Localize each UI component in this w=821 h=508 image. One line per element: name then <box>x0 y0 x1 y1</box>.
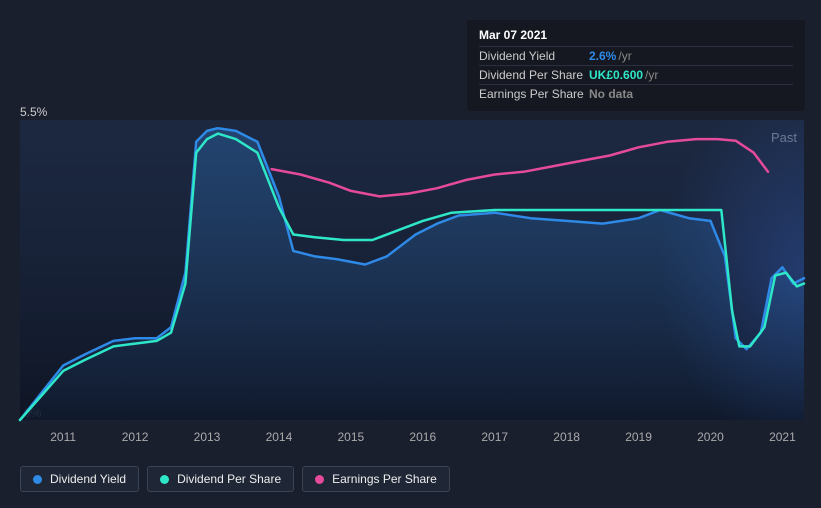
tooltip-box: Mar 07 2021 Dividend Yield 2.6% /yr Divi… <box>467 20 805 111</box>
x-tick-label: 2018 <box>553 430 580 444</box>
x-tick-label: 2017 <box>481 430 508 444</box>
x-tick-label: 2020 <box>697 430 724 444</box>
tooltip-row-eps: Earnings Per Share No data <box>479 84 793 103</box>
x-tick-label: 2014 <box>266 430 293 444</box>
tooltip-label: Dividend Per Share <box>479 68 589 82</box>
legend-item-yield[interactable]: Dividend Yield <box>20 466 139 492</box>
x-tick-label: 2015 <box>338 430 365 444</box>
x-tick-label: 2012 <box>122 430 149 444</box>
legend-label: Dividend Yield <box>50 472 126 486</box>
tooltip-label: Dividend Yield <box>479 49 589 63</box>
tooltip-value: No data <box>589 87 633 101</box>
tooltip-row-yield: Dividend Yield 2.6% /yr <box>479 46 793 65</box>
legend-dot-icon <box>315 475 324 484</box>
legend-label: Dividend Per Share <box>177 472 281 486</box>
legend-label: Earnings Per Share <box>332 472 437 486</box>
x-tick-label: 2016 <box>409 430 436 444</box>
y-axis-label-top: 5.5% <box>20 105 47 119</box>
x-axis-labels: 2011 2012 2013 2014 2015 2016 2017 2018 2019 2020… <box>20 430 804 450</box>
legend-dot-icon <box>33 475 42 484</box>
x-tick-label: 2013 <box>194 430 221 444</box>
tooltip-row-dps: Dividend Per Share UK£0.600 /yr <box>479 65 793 84</box>
tooltip-label: Earnings Per Share <box>479 87 589 101</box>
tooltip-date: Mar 07 2021 <box>479 28 793 42</box>
legend: Dividend Yield Dividend Per Share Earnin… <box>20 466 450 492</box>
tooltip-suffix: /yr <box>618 49 631 63</box>
x-tick-label: 2021 <box>769 430 796 444</box>
x-tick-label: 2019 <box>625 430 652 444</box>
x-tick-label: 2011 <box>50 430 76 444</box>
chart-plot-area[interactable] <box>20 120 804 420</box>
tooltip-suffix: /yr <box>645 68 658 82</box>
tooltip-value: UK£0.600 <box>589 68 643 82</box>
legend-item-eps[interactable]: Earnings Per Share <box>302 466 450 492</box>
legend-dot-icon <box>160 475 169 484</box>
chart-svg <box>20 120 804 420</box>
tooltip-value: 2.6% <box>589 49 616 63</box>
legend-item-dps[interactable]: Dividend Per Share <box>147 466 294 492</box>
